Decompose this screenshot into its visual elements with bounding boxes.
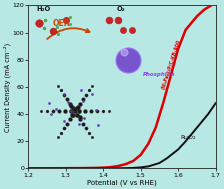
Text: (NiₓFeₓ)₂P/C-KB-900: (NiₓFeₓ)₂P/C-KB-900 [161, 39, 182, 90]
Text: O₂: O₂ [116, 6, 125, 12]
Text: H₂O: H₂O [37, 6, 51, 12]
Text: RuO₂: RuO₂ [180, 135, 196, 140]
Text: OER: OER [53, 19, 70, 28]
Y-axis label: Current Density (mA cm⁻²): Current Density (mA cm⁻²) [4, 42, 11, 132]
Text: Phosphide: Phosphide [132, 67, 175, 77]
X-axis label: Potential (V vs RHE): Potential (V vs RHE) [87, 179, 157, 186]
